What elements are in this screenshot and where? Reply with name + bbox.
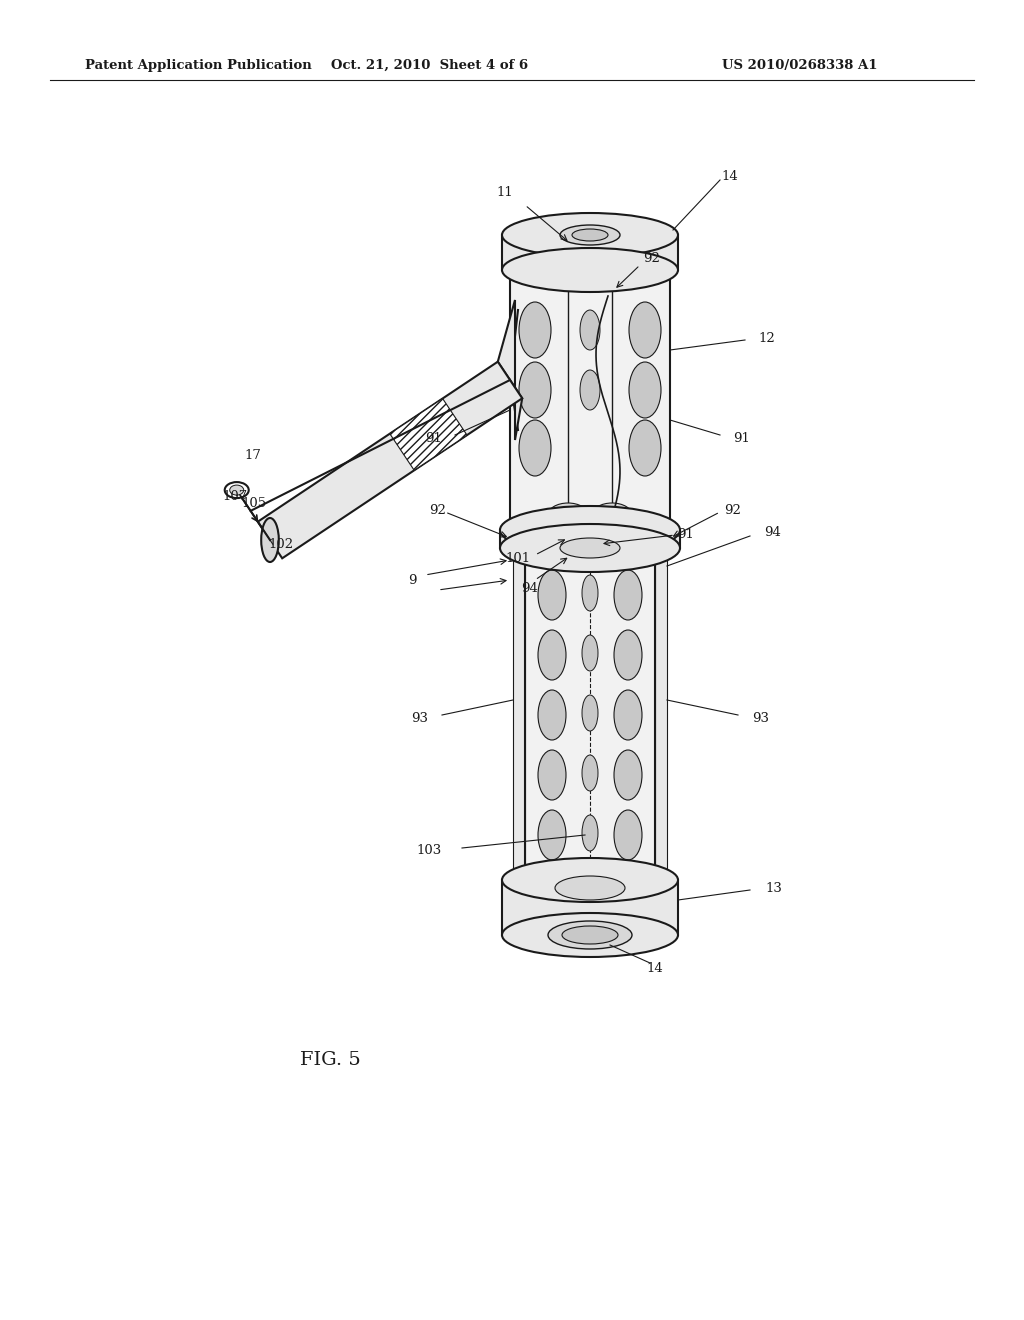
Ellipse shape xyxy=(629,362,662,418)
Text: 14: 14 xyxy=(646,962,664,975)
Text: 92: 92 xyxy=(725,503,741,516)
Text: 92: 92 xyxy=(429,503,446,516)
Ellipse shape xyxy=(629,420,662,477)
Ellipse shape xyxy=(538,750,566,800)
Ellipse shape xyxy=(582,635,598,671)
Ellipse shape xyxy=(500,506,680,554)
Ellipse shape xyxy=(582,814,598,851)
Ellipse shape xyxy=(582,696,598,731)
Ellipse shape xyxy=(519,302,551,358)
Polygon shape xyxy=(502,235,678,271)
Ellipse shape xyxy=(224,482,249,498)
Polygon shape xyxy=(390,399,467,470)
Polygon shape xyxy=(258,362,522,558)
Text: 91: 91 xyxy=(425,432,442,445)
Text: 12: 12 xyxy=(758,331,775,345)
Ellipse shape xyxy=(572,228,608,242)
Ellipse shape xyxy=(502,858,678,902)
Text: 105: 105 xyxy=(242,498,266,511)
Ellipse shape xyxy=(614,630,642,680)
Text: 91: 91 xyxy=(733,432,750,445)
Text: 94: 94 xyxy=(521,582,539,594)
Text: 13: 13 xyxy=(765,882,782,895)
Ellipse shape xyxy=(525,532,655,564)
Ellipse shape xyxy=(614,750,642,800)
Text: 93: 93 xyxy=(752,711,769,725)
Ellipse shape xyxy=(560,539,620,558)
Text: 103: 103 xyxy=(417,843,442,857)
Ellipse shape xyxy=(560,224,620,246)
Ellipse shape xyxy=(229,484,244,495)
Polygon shape xyxy=(500,531,680,548)
Ellipse shape xyxy=(614,810,642,861)
Text: Oct. 21, 2010  Sheet 4 of 6: Oct. 21, 2010 Sheet 4 of 6 xyxy=(332,58,528,71)
Ellipse shape xyxy=(614,690,642,741)
Ellipse shape xyxy=(525,865,655,896)
Ellipse shape xyxy=(580,310,600,350)
Ellipse shape xyxy=(519,420,551,477)
Ellipse shape xyxy=(582,755,598,791)
Ellipse shape xyxy=(580,370,600,411)
Ellipse shape xyxy=(548,503,588,527)
Ellipse shape xyxy=(502,913,678,957)
Text: 17: 17 xyxy=(244,449,261,462)
Ellipse shape xyxy=(513,517,525,539)
Ellipse shape xyxy=(261,517,279,562)
Text: Patent Application Publication: Patent Application Publication xyxy=(85,58,311,71)
Ellipse shape xyxy=(510,510,670,550)
Text: 91: 91 xyxy=(678,528,694,540)
Polygon shape xyxy=(513,528,525,900)
Text: 101: 101 xyxy=(506,552,530,565)
Text: 9: 9 xyxy=(408,573,416,586)
Polygon shape xyxy=(498,300,522,440)
Ellipse shape xyxy=(614,570,642,620)
Text: US 2010/0268338 A1: US 2010/0268338 A1 xyxy=(722,58,878,71)
Text: 102: 102 xyxy=(268,539,294,552)
Text: 94: 94 xyxy=(764,527,781,540)
Polygon shape xyxy=(510,271,670,531)
Polygon shape xyxy=(655,528,667,900)
Ellipse shape xyxy=(592,503,632,527)
Ellipse shape xyxy=(562,927,618,944)
Ellipse shape xyxy=(538,630,566,680)
Text: 93: 93 xyxy=(411,711,428,725)
Ellipse shape xyxy=(655,517,667,539)
Polygon shape xyxy=(525,548,655,880)
Text: 11: 11 xyxy=(497,186,513,199)
Ellipse shape xyxy=(513,890,525,909)
Polygon shape xyxy=(502,880,678,935)
Ellipse shape xyxy=(538,570,566,620)
Text: FIG. 5: FIG. 5 xyxy=(300,1051,360,1069)
Text: 14: 14 xyxy=(722,170,738,183)
Ellipse shape xyxy=(502,248,678,292)
Ellipse shape xyxy=(519,362,551,418)
Ellipse shape xyxy=(548,921,632,949)
Text: 92: 92 xyxy=(643,252,660,264)
Ellipse shape xyxy=(538,690,566,741)
Ellipse shape xyxy=(582,576,598,611)
Ellipse shape xyxy=(500,524,680,572)
Ellipse shape xyxy=(538,810,566,861)
Ellipse shape xyxy=(629,302,662,358)
Ellipse shape xyxy=(655,890,667,909)
Ellipse shape xyxy=(555,876,625,900)
Ellipse shape xyxy=(502,213,678,257)
Text: 107: 107 xyxy=(222,490,248,503)
